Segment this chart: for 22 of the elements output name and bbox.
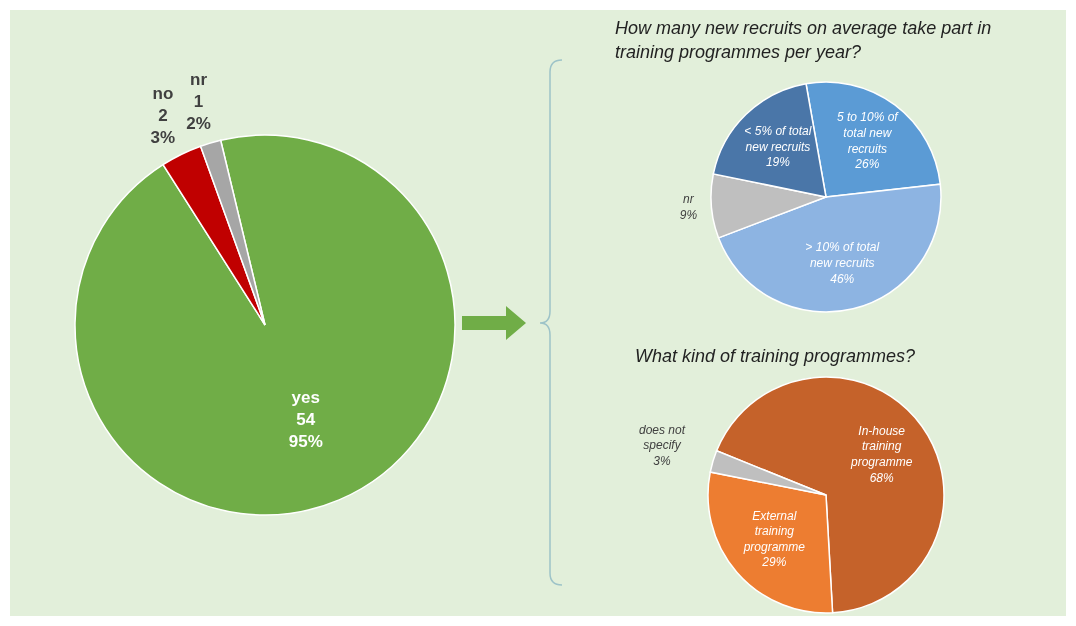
slice-label: External training programme (742, 508, 806, 554)
data-label: 19% (765, 155, 791, 170)
data-label: 54 95% (288, 410, 323, 452)
slice-label: nr (683, 192, 695, 207)
slice-label: nr (190, 70, 208, 90)
data-label: 1 2% (186, 92, 211, 134)
slice-label: no (152, 84, 174, 104)
data-label: 46% (830, 271, 855, 286)
chart-title: What kind of training programmes? (635, 346, 916, 366)
data-label: 26% (854, 157, 880, 172)
slice-label: does not specify (639, 422, 686, 453)
data-label: 9% (679, 208, 698, 223)
slice-label: < 5% of total new recruits (744, 124, 812, 154)
data-label: 2 3% (150, 106, 176, 148)
slice-label: > 10% of total new recruits (805, 240, 880, 271)
chart-title: How many new recruits on average take part in training programmes per year? (615, 18, 992, 62)
slice-label: 5 to 10% of total new recruits (836, 110, 900, 156)
data-label: 68% (869, 470, 894, 485)
data-label: 3% (653, 453, 672, 468)
data-label: 29% (761, 555, 787, 570)
slice-label: In-house training programme (849, 423, 913, 470)
slice-label: yes (291, 388, 320, 408)
